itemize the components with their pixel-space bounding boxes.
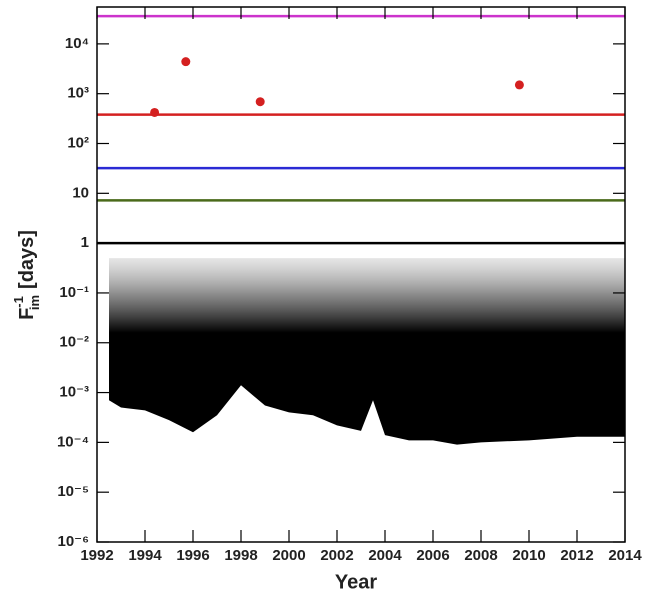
y-tick-label: 10⁴ [65,35,89,52]
y-axis-label-sub: im [27,295,42,310]
y-tick-label: 10⁻² [59,334,89,351]
y-tick-label: 10 [72,184,89,201]
y-tick-label: 10⁻⁵ [57,483,89,500]
y-axis-label: F-1im [days] [11,230,42,320]
y-axis-label-main: F [16,308,38,320]
x-tick-label: 2002 [320,547,353,564]
x-tick-label: 1994 [128,547,162,564]
x-tick-label: 2014 [608,547,642,564]
data-point [150,107,160,117]
x-tick-label: 1998 [224,547,257,564]
y-axis-label-sup: -1 [11,296,26,308]
y-tick-label: 10⁻³ [59,384,89,401]
y-tick-label: 1 [81,234,89,251]
x-tick-label: 2010 [512,547,545,564]
x-tick-label: 2012 [560,547,593,564]
y-tick-label: 10⁻⁶ [57,533,89,550]
x-tick-label: 1996 [176,547,209,564]
y-tick-label: 10⁻¹ [59,284,89,301]
y-axis-label-unit: [days] [16,230,38,289]
data-point [514,80,524,90]
y-tick-label: 10² [67,134,89,151]
x-tick-label: 2006 [416,547,449,564]
plot-frame [96,6,626,543]
x-axis-label: Year [335,571,377,593]
x-tick-label: 1992 [80,547,113,564]
x-tick-label: 2004 [368,547,402,564]
x-tick-label: 2008 [464,547,497,564]
data-point [255,97,265,107]
data-cloud [109,258,625,445]
y-tick-label: 10⁻⁴ [57,433,89,450]
data-point [181,57,191,67]
y-tick-label: 10³ [67,85,89,102]
x-tick-label: 2000 [272,547,305,564]
